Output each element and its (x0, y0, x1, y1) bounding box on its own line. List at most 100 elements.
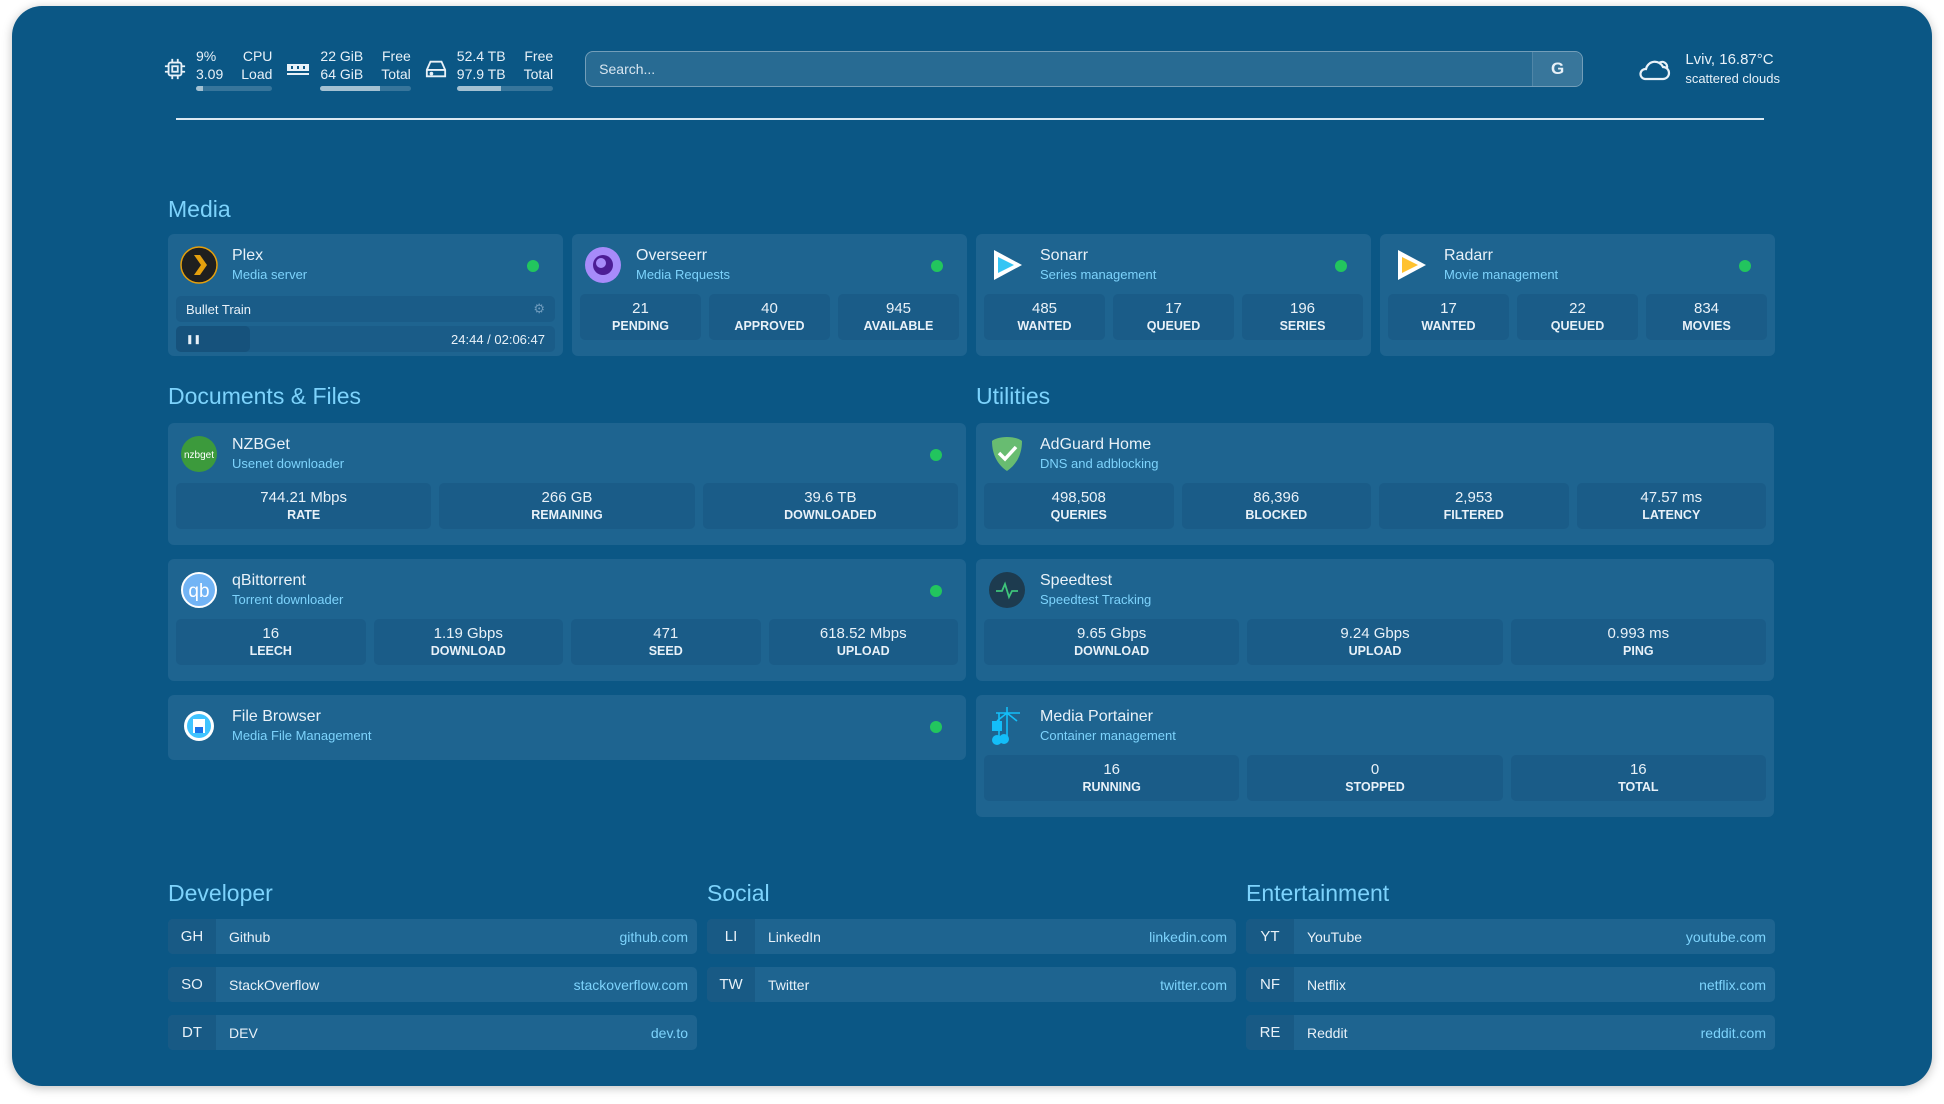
stat-wanted: 485 WANTED (984, 294, 1105, 340)
stat-value: 471 (653, 625, 679, 642)
bookmark-github[interactable]: GH Github github.com (168, 919, 697, 954)
bookmark-netflix[interactable]: NF Netflix netflix.com (1246, 967, 1775, 1002)
service-name: Sonarr (1040, 247, 1089, 264)
memory-total: 64 GiB (320, 66, 364, 82)
stat-label: QUERIES (1050, 508, 1107, 522)
stat-value: 17 (1440, 300, 1457, 317)
status-indicator (931, 260, 943, 272)
file-browser-icon (180, 707, 218, 745)
bookmark-reddit[interactable]: RE Reddit reddit.com (1246, 1015, 1775, 1050)
service-name: Media Portainer (1040, 708, 1153, 725)
service-subtitle: DNS and adblocking (1040, 456, 1159, 471)
stat-label: APPROVED (734, 319, 805, 333)
svg-text:qb: qb (188, 581, 209, 602)
cpu-usage-bar (196, 86, 273, 91)
stat-value: 16 (262, 625, 280, 642)
stat-value: 266 GB (541, 489, 593, 506)
service-card-plex[interactable]: Plex Media server Bullet Train ⚙ ❚❚ 24:44 / 0… (168, 234, 563, 356)
weather-widget[interactable]: Lviv, 16.87°C scattered clouds (1637, 50, 1780, 88)
cpu-label: CPU (242, 48, 273, 64)
service-card-radarr[interactable]: Radarr Movie management 17 WANTED 22 QUEUED 83… (1380, 234, 1775, 356)
service-header: Media Portainer Container management (984, 703, 1766, 749)
bookmark-linkedin[interactable]: LI LinkedIn linkedin.com (707, 919, 1236, 954)
weather-condition: scattered clouds (1685, 71, 1780, 86)
bookmark-twitter[interactable]: TW Twitter twitter.com (707, 967, 1236, 1002)
service-stats: 485 WANTED 17 QUEUED 196 SERIES (984, 294, 1363, 340)
stat-upload: 9.24 Gbps UPLOAD (1247, 619, 1503, 665)
stat-value: 9.65 Gbps (1077, 625, 1147, 642)
load-value: 3.09 (196, 66, 224, 82)
stat-label: QUEUED (1146, 319, 1201, 333)
stat-label: MOVIES (1682, 319, 1731, 333)
stat-label: DOWNLOAD (1074, 644, 1150, 658)
disk-total: 97.9 TB (456, 66, 506, 82)
service-name: Radarr (1444, 247, 1493, 264)
cpu-icon (164, 58, 186, 80)
service-header: Speedtest Speedtest Tracking (984, 567, 1766, 613)
disk-usage-bar (456, 86, 554, 91)
bookmark-name: Github (229, 928, 271, 945)
stat-value: 485 (1031, 300, 1058, 317)
bookmark-abbr: TW (707, 967, 755, 1002)
service-subtitle: Movie management (1444, 267, 1559, 282)
service-card-filebrowser[interactable]: File Browser Media File Management (168, 695, 966, 760)
service-title: File Browser Media File Management (232, 707, 371, 745)
nzbget-icon: nzbget (180, 435, 218, 473)
playback-time: 24:44 / 02:06:47 (451, 331, 545, 347)
service-stats: 744.21 Mbps RATE 266 GB REMAINING 39.6 TB DOW… (176, 483, 958, 529)
service-header: Radarr Movie management (1388, 242, 1767, 288)
stat-value: 498,508 (1051, 489, 1106, 506)
service-card-qbittorrent[interactable]: qb qBittorrent Torrent downloader 16 LEECH 1.… (168, 559, 966, 681)
bookmark-youtube[interactable]: YT YouTube youtube.com (1246, 919, 1775, 954)
pause-icon[interactable]: ❚❚ (186, 333, 202, 344)
service-card-overseerr[interactable]: Overseerr Media Requests 21 PENDING 40 APPROV… (572, 234, 967, 356)
stat-label: PING (1623, 644, 1654, 658)
service-name: File Browser (232, 708, 321, 725)
service-name: Plex (232, 247, 264, 264)
radarr-icon (1392, 246, 1430, 284)
service-name: AdGuard Home (1040, 436, 1152, 453)
service-header: Sonarr Series management (984, 242, 1363, 288)
stat-value: 0 (1370, 761, 1380, 778)
bookmark-abbr: GH (168, 919, 216, 954)
stat-approved: 40 APPROVED (709, 294, 830, 340)
adguard-icon (988, 435, 1026, 473)
service-stats: 17 WANTED 22 QUEUED 834 MOVIES (1388, 294, 1767, 340)
playback-progress: ❚❚ (176, 326, 250, 352)
stat-value: 1.19 Gbps (433, 625, 503, 642)
search-input[interactable] (586, 61, 1533, 77)
status-indicator (1335, 260, 1347, 272)
service-card-nzbget[interactable]: nzbget NZBGet Usenet downloader 744.21 Mbps… (168, 423, 966, 545)
stat-label: BLOCKED (1245, 508, 1308, 522)
service-card-speedtest[interactable]: Speedtest Speedtest Tracking 9.65 Gbps DOWN… (976, 559, 1774, 681)
service-title: NZBGet Usenet downloader (232, 435, 344, 473)
stat-filtered: 2,953 FILTERED (1379, 483, 1569, 529)
stat-value: 2,953 (1454, 489, 1493, 506)
stat-label: UPLOAD (836, 644, 890, 658)
service-header: qb qBittorrent Torrent downloader (176, 567, 958, 613)
stat-value: 17 (1165, 300, 1182, 317)
stat-label: RUNNING (1082, 780, 1141, 794)
stat-leech: 16 LEECH (176, 619, 366, 665)
service-name: Overseerr (636, 247, 708, 264)
memory-icon (287, 64, 310, 75)
service-subtitle: Series management (1040, 267, 1157, 282)
stat-label: PENDING (612, 319, 669, 333)
service-card-adguard[interactable]: AdGuard Home DNS and adblocking 498,508 QUE… (976, 423, 1774, 545)
service-card-sonarr[interactable]: Sonarr Series management 485 WANTED 17 QUEUED… (976, 234, 1371, 356)
stat-value: 16 (1629, 761, 1647, 778)
disk-icon (425, 60, 446, 78)
stat-value: 196 (1289, 300, 1316, 317)
service-name: qBittorrent (232, 572, 306, 589)
bookmark-dev[interactable]: DT DEV dev.to (168, 1015, 697, 1050)
cloud-icon (1639, 60, 1671, 81)
bookmark-url: reddit.com (1700, 1024, 1766, 1041)
service-card-portainer[interactable]: Media Portainer Container management 16 RUN… (976, 695, 1774, 817)
stat-running: 16 RUNNING (984, 755, 1240, 801)
stat-label: REMAINING (531, 508, 603, 522)
bookmark-stackoverflow[interactable]: SO StackOverflow stackoverflow.com (168, 967, 697, 1002)
service-title: Overseerr Media Requests (636, 246, 730, 284)
now-playing-row[interactable]: Bullet Train ⚙ (176, 296, 555, 322)
search-provider-button[interactable]: G (1532, 52, 1583, 86)
bookmark-url: stackoverflow.com (573, 976, 688, 993)
